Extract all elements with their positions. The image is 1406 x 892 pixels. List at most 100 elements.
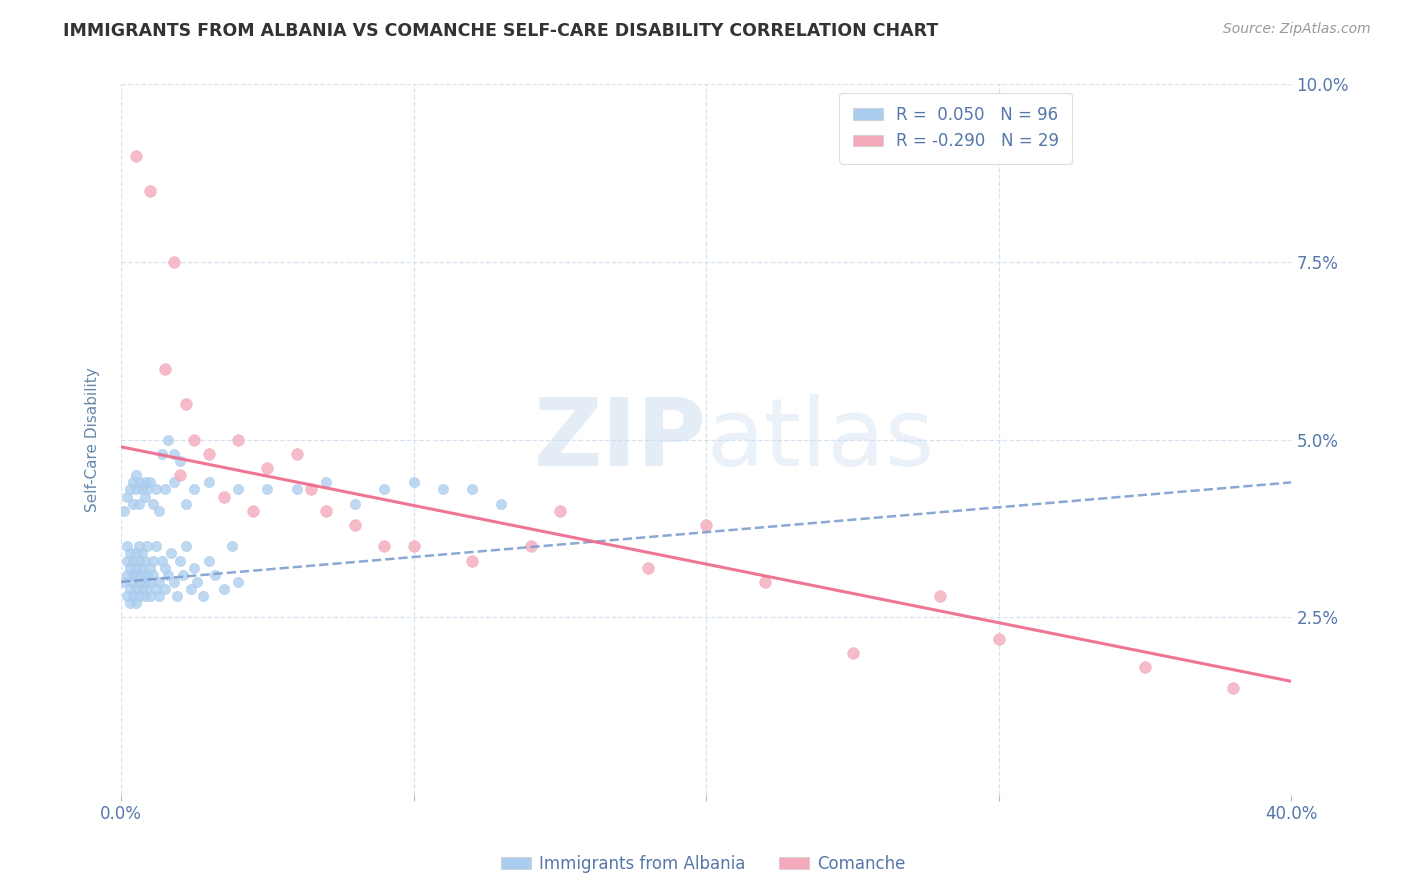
Point <box>150 553 173 567</box>
Point <box>402 475 425 490</box>
Point <box>125 560 148 574</box>
Point <box>145 539 167 553</box>
Point <box>148 574 170 589</box>
Point <box>212 582 235 596</box>
Point <box>156 567 179 582</box>
Point <box>145 483 167 497</box>
Point <box>198 553 221 567</box>
Point <box>212 490 235 504</box>
Point <box>695 518 717 533</box>
Point <box>150 447 173 461</box>
Point <box>987 632 1010 646</box>
Point <box>148 589 170 603</box>
Point <box>299 483 322 497</box>
Legend: Immigrants from Albania, Comanche: Immigrants from Albania, Comanche <box>494 848 912 880</box>
Point <box>131 483 153 497</box>
Text: atlas: atlas <box>706 393 935 486</box>
Point <box>128 553 150 567</box>
Point <box>169 468 191 483</box>
Point <box>198 475 221 490</box>
Point <box>432 483 454 497</box>
Point <box>131 546 153 560</box>
Point <box>128 589 150 603</box>
Point <box>134 475 156 490</box>
Point <box>191 589 214 603</box>
Point <box>1222 681 1244 696</box>
Point <box>118 596 141 610</box>
Point <box>134 553 156 567</box>
Point <box>136 567 159 582</box>
Point <box>121 475 143 490</box>
Point <box>226 483 249 497</box>
Point <box>169 553 191 567</box>
Point <box>204 567 226 582</box>
Point <box>242 504 264 518</box>
Point <box>163 475 186 490</box>
Point <box>121 589 143 603</box>
Point <box>139 560 162 574</box>
Point <box>548 504 571 518</box>
Point <box>491 497 513 511</box>
Y-axis label: Self-Care Disability: Self-Care Disability <box>86 368 100 512</box>
Point <box>115 589 138 603</box>
Point <box>142 497 165 511</box>
Point <box>118 582 141 596</box>
Point <box>256 483 278 497</box>
Point <box>153 361 176 376</box>
Point <box>136 539 159 553</box>
Point <box>128 475 150 490</box>
Point <box>121 497 143 511</box>
Point <box>166 589 188 603</box>
Point <box>373 483 395 497</box>
Point <box>112 574 135 589</box>
Point <box>131 567 153 582</box>
Point <box>285 483 308 497</box>
Point <box>315 475 337 490</box>
Point <box>134 589 156 603</box>
Point <box>139 574 162 589</box>
Point <box>226 574 249 589</box>
Point <box>153 483 176 497</box>
Point <box>373 539 395 553</box>
Point <box>163 447 186 461</box>
Point <box>139 184 162 198</box>
Point <box>153 582 176 596</box>
Point <box>183 433 205 447</box>
Point <box>226 433 249 447</box>
Point <box>183 483 205 497</box>
Point <box>160 546 183 560</box>
Point <box>125 596 148 610</box>
Point <box>180 582 202 596</box>
Point <box>519 539 541 553</box>
Point <box>142 553 165 567</box>
Point <box>115 539 138 553</box>
Point <box>344 497 367 511</box>
Point <box>125 546 148 560</box>
Point <box>136 483 159 497</box>
Point <box>156 433 179 447</box>
Point <box>134 490 156 504</box>
Point <box>115 490 138 504</box>
Point <box>112 504 135 518</box>
Point <box>121 553 143 567</box>
Point <box>285 447 308 461</box>
Point <box>115 567 138 582</box>
Point <box>163 255 186 269</box>
Point <box>125 148 148 162</box>
Legend: R =  0.050   N = 96, R = -0.290   N = 29: R = 0.050 N = 96, R = -0.290 N = 29 <box>839 93 1073 164</box>
Point <box>174 397 197 411</box>
Point <box>118 560 141 574</box>
Point <box>841 646 863 660</box>
Point <box>125 483 148 497</box>
Point <box>174 539 197 553</box>
Point <box>174 497 197 511</box>
Point <box>402 539 425 553</box>
Point <box>169 454 191 468</box>
Point <box>221 539 243 553</box>
Point <box>315 504 337 518</box>
Point <box>134 574 156 589</box>
Point <box>125 582 148 596</box>
Point <box>256 461 278 475</box>
Point <box>121 574 143 589</box>
Point <box>145 582 167 596</box>
